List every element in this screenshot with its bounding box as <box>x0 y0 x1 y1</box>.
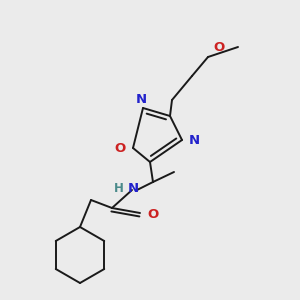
Text: O: O <box>147 208 158 220</box>
Text: N: N <box>135 93 147 106</box>
Text: N: N <box>189 134 200 146</box>
Text: N: N <box>128 182 139 196</box>
Text: O: O <box>115 142 126 154</box>
Text: H: H <box>114 182 124 196</box>
Text: O: O <box>213 41 224 54</box>
